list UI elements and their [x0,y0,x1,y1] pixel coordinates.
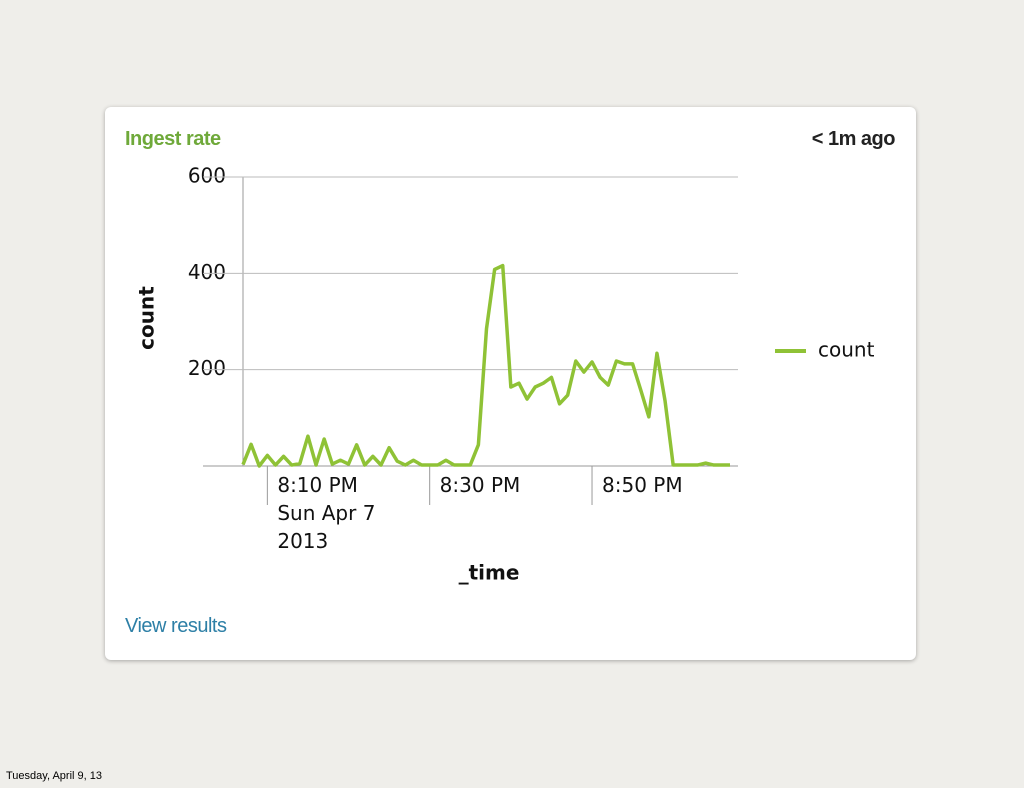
legend-label: count [818,338,875,362]
x-axis-title: _time [459,561,520,585]
updated-time: < 1m ago [811,128,896,150]
y-axis-title: count [135,286,159,350]
panel-title: Ingest rate [125,128,221,150]
slide-footer: Tuesday, April 9, 13 [6,770,102,782]
y-tick-label: 200 [188,356,226,380]
x-tick-label: 8:30 PM [439,473,521,497]
x-tick-label: 8:10 PM Sun Apr 7 2013 [277,473,376,553]
view-results-link[interactable]: View results [125,615,227,637]
y-tick-label: 400 [188,260,226,284]
x-tick-label: 8:50 PM [602,473,683,497]
y-tick-label: 600 [188,164,226,188]
line-series [241,263,730,468]
